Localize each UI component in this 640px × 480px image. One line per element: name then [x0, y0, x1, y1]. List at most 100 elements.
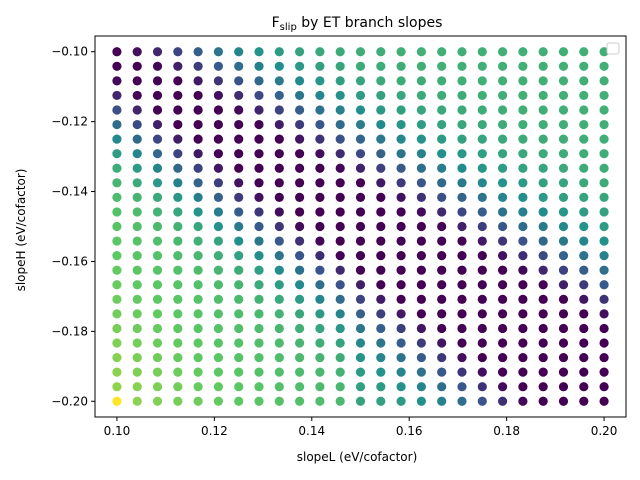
data-point [518, 323, 528, 334]
data-point [396, 396, 406, 406]
data-point [355, 396, 366, 406]
data-point [355, 163, 366, 173]
data-point [193, 149, 203, 159]
data-point [193, 61, 203, 71]
data-point [173, 396, 183, 406]
data-point [396, 105, 406, 115]
data-point [437, 280, 447, 290]
data-point [274, 265, 284, 275]
data-point [315, 294, 325, 304]
data-point [396, 338, 406, 348]
data-point [477, 367, 487, 377]
data-point [213, 382, 224, 392]
data-point [213, 178, 224, 188]
data-point [234, 207, 244, 217]
data-point [173, 323, 183, 334]
data-point [274, 396, 284, 406]
data-point [254, 236, 264, 246]
data-point [173, 119, 183, 130]
data-point [477, 221, 487, 232]
data-point [416, 76, 426, 86]
data-point [457, 221, 467, 232]
data-point [234, 149, 244, 159]
data-point [335, 76, 345, 86]
data-point [579, 396, 589, 406]
data-point [396, 352, 406, 363]
data-point [396, 61, 406, 71]
data-point [457, 149, 467, 159]
data-point [376, 309, 386, 319]
data-point [295, 280, 305, 290]
data-point [254, 338, 264, 348]
data-point [335, 323, 345, 334]
data-point [558, 76, 569, 86]
data-point [315, 119, 325, 130]
data-point [538, 280, 548, 290]
data-point [437, 338, 447, 348]
data-point [234, 178, 244, 188]
data-point [335, 134, 345, 144]
data-point [497, 178, 508, 188]
data-point [295, 61, 305, 71]
data-point [558, 396, 569, 406]
data-point [497, 280, 508, 290]
data-point [132, 149, 142, 159]
data-point [376, 367, 386, 377]
data-point [497, 134, 508, 144]
data-point [518, 90, 528, 101]
data-point [132, 76, 142, 86]
data-point [579, 149, 589, 159]
data-point [599, 382, 609, 392]
data-point [457, 134, 467, 144]
data-point [213, 76, 224, 86]
data-point [315, 265, 325, 275]
data-point [477, 251, 487, 261]
data-point [112, 47, 122, 57]
data-point [599, 76, 609, 86]
data-point [376, 163, 386, 173]
data-point [599, 90, 609, 101]
data-point [376, 119, 386, 130]
data-point [274, 90, 284, 101]
data-point [335, 90, 345, 101]
data-point [538, 47, 548, 57]
data-point [315, 76, 325, 86]
data-point [396, 192, 406, 202]
data-point [132, 280, 142, 290]
data-point [497, 294, 508, 304]
data-point [558, 149, 569, 159]
data-point [579, 134, 589, 144]
data-point [579, 61, 589, 71]
data-point [315, 207, 325, 217]
data-point [457, 280, 467, 290]
data-point [234, 280, 244, 290]
data-point [518, 352, 528, 363]
data-point [173, 76, 183, 86]
data-point [599, 134, 609, 144]
data-point [416, 251, 426, 261]
data-point [538, 178, 548, 188]
data-point [599, 221, 609, 232]
data-point [152, 382, 163, 392]
data-point [112, 90, 122, 101]
data-point [416, 309, 426, 319]
data-point [416, 192, 426, 202]
data-point [497, 119, 508, 130]
data-point [477, 396, 487, 406]
data-point [173, 163, 183, 173]
data-point [355, 251, 366, 261]
data-point [315, 192, 325, 202]
data-point [335, 294, 345, 304]
x-axis-label: slopeL (eV/cofactor) [297, 450, 418, 464]
data-point [295, 396, 305, 406]
data-point [193, 221, 203, 232]
data-point [558, 236, 569, 246]
data-point [152, 149, 163, 159]
data-point [315, 221, 325, 232]
data-point [173, 338, 183, 348]
data-point [396, 236, 406, 246]
data-point [295, 265, 305, 275]
data-point [213, 338, 224, 348]
data-point [254, 163, 264, 173]
data-point [112, 163, 122, 173]
